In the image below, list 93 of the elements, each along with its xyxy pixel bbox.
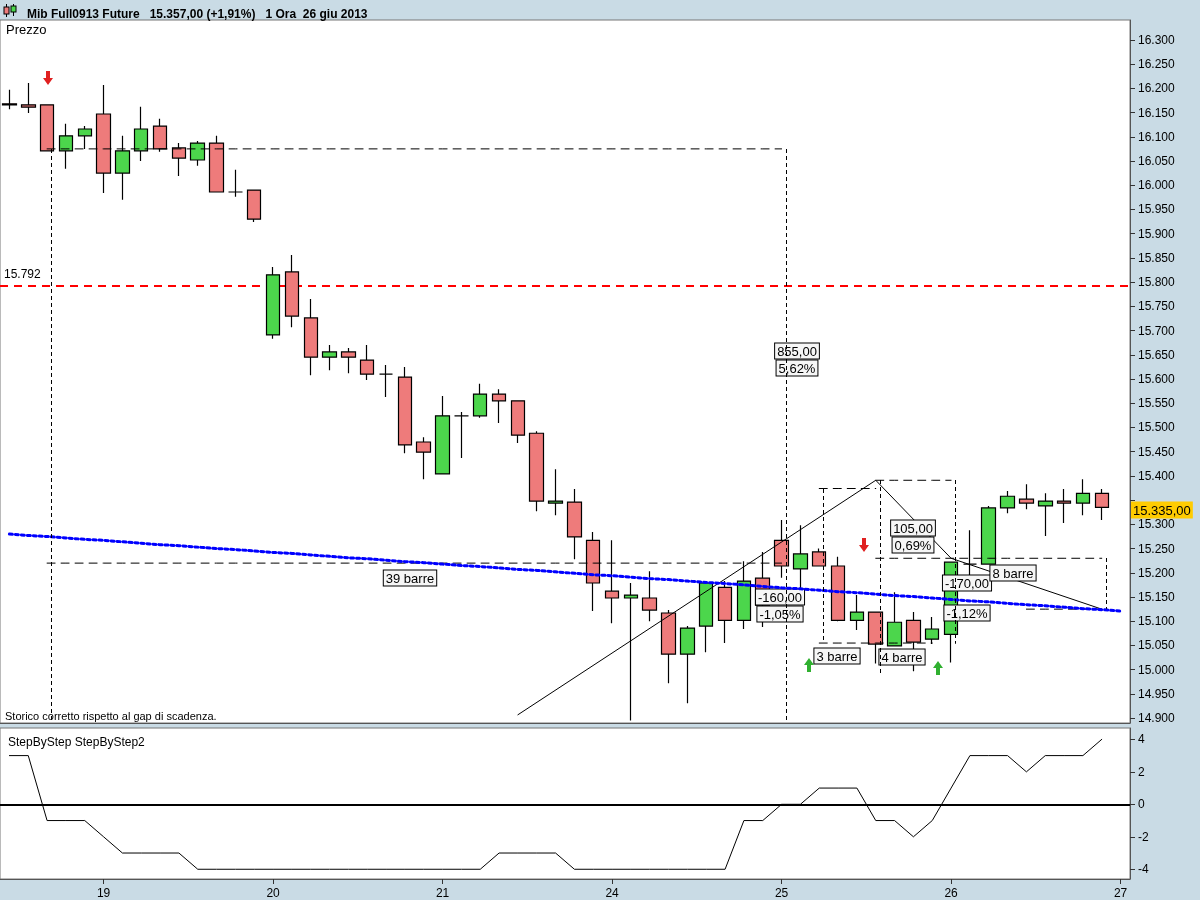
annotation: -160,00 <box>757 589 803 605</box>
y-tick-label: 15.900 <box>1138 226 1176 241</box>
candlestick <box>1094 488 1110 521</box>
y-tick-label: 15.100 <box>1138 614 1176 629</box>
ref-line-label: 15.792 <box>4 266 42 281</box>
candlestick <box>510 400 526 444</box>
candlestick <box>1018 483 1035 510</box>
y-tick-label: 16.250 <box>1138 57 1176 72</box>
annotation: -170,00 <box>944 575 990 591</box>
candlestick <box>321 344 338 371</box>
x-tick-label: 19 <box>96 886 111 900</box>
y-tick-label: 4 <box>1138 732 1145 747</box>
candlestick <box>359 344 375 381</box>
annotation: 8 barre <box>992 565 1034 581</box>
y-tick-label: 15.650 <box>1138 347 1176 362</box>
y-tick-label: 14.950 <box>1138 686 1176 701</box>
candlestick <box>265 266 281 340</box>
candlestick <box>340 347 357 374</box>
candlestick <box>717 580 733 644</box>
annotation: 0,69% <box>894 537 932 553</box>
y-tick-label: -4 <box>1138 862 1149 877</box>
candlestick <box>1075 478 1091 516</box>
y-tick-label: 15.950 <box>1138 202 1176 217</box>
candlestick <box>472 383 488 419</box>
candlestick <box>246 189 262 223</box>
y-tick-label: 15.750 <box>1138 299 1176 314</box>
candlestick <box>434 395 451 475</box>
y-tick-label: 15.250 <box>1138 541 1176 556</box>
annotation: Prezzo <box>6 22 47 37</box>
x-tick-label: 27 <box>1113 886 1128 900</box>
annotation: 5,62% <box>778 360 816 376</box>
candlestick <box>792 524 809 590</box>
y-tick-label: 15.000 <box>1138 662 1176 677</box>
y-tick-label: 15.550 <box>1138 396 1176 411</box>
y-tick-label: 16.300 <box>1138 32 1176 47</box>
candlestick <box>1056 488 1072 524</box>
candlestick <box>641 570 658 622</box>
y-tick-label: 15.150 <box>1138 590 1176 605</box>
y-tick-label: 15.400 <box>1138 468 1176 483</box>
y-tick-label: 15.300 <box>1138 517 1176 532</box>
y-tick-label: 14.900 <box>1138 711 1176 726</box>
candlestick <box>679 625 696 704</box>
candlestick <box>830 556 846 622</box>
candlestick <box>491 388 507 424</box>
annotation: 3 barre <box>816 648 858 664</box>
chart-title: Mib Full0913 Future 15.357,00 (+1,91%) 1 Ora 26 giu 2013 <box>27 7 368 21</box>
text: 15.335,00 <box>1133 502 1191 518</box>
text: StepByStep StepByStep2 <box>8 735 146 749</box>
y-tick-label: 15.500 <box>1138 420 1176 435</box>
candlestick <box>415 436 432 480</box>
y-tick-label: 15.700 <box>1138 323 1176 338</box>
y-tick-label: 15.600 <box>1138 372 1176 387</box>
candlestick <box>660 609 677 684</box>
candlestick <box>528 430 545 512</box>
annotation: 39 barre <box>385 570 435 586</box>
y-tick-label: 15.850 <box>1138 250 1176 265</box>
x-tick-label: 26 <box>944 886 959 900</box>
y-tick-label: 16.150 <box>1138 105 1176 120</box>
y-tick-label: 15.450 <box>1138 444 1176 459</box>
y-tick-label: 15.200 <box>1138 565 1176 580</box>
candlestick <box>698 580 714 653</box>
candlestick <box>397 366 413 454</box>
y-tick-label: 0 <box>1138 797 1145 812</box>
y-tick-label: 16.050 <box>1138 153 1176 168</box>
annotation: -1,12% <box>946 605 989 621</box>
annotation: 855,00 <box>777 343 817 359</box>
candlestick <box>849 594 865 631</box>
y-tick-label: 15.050 <box>1138 638 1176 653</box>
annotation: 4 barre <box>881 649 923 665</box>
annotation: -1,05% <box>759 606 802 622</box>
y-tick-label: -2 <box>1138 829 1149 844</box>
annotation: 105,00 <box>893 520 933 536</box>
candlestick <box>547 468 564 516</box>
candlestick <box>1037 492 1054 537</box>
candlestick <box>566 488 583 560</box>
candlestick <box>1 89 18 110</box>
candlestick <box>999 490 1016 514</box>
x-tick-label: 24 <box>605 886 620 900</box>
x-tick-label: 21 <box>435 886 450 900</box>
y-tick-label: 2 <box>1138 764 1145 779</box>
y-tick-label: 16.000 <box>1138 178 1176 193</box>
annotation: Storico corretto rispetto al gap di scadenza. <box>5 709 217 722</box>
candlestick <box>811 547 827 567</box>
y-tick-label: 15.800 <box>1138 275 1176 290</box>
candlestick <box>20 82 37 114</box>
candlestick <box>284 254 300 328</box>
x-tick-label: 25 <box>774 886 789 900</box>
y-tick-label: 16.100 <box>1138 129 1176 144</box>
x-tick-label: 20 <box>266 886 281 900</box>
candlestick <box>378 364 394 398</box>
y-tick-label: 16.200 <box>1138 81 1176 96</box>
candlestick <box>453 411 470 459</box>
candlestick <box>303 298 319 376</box>
